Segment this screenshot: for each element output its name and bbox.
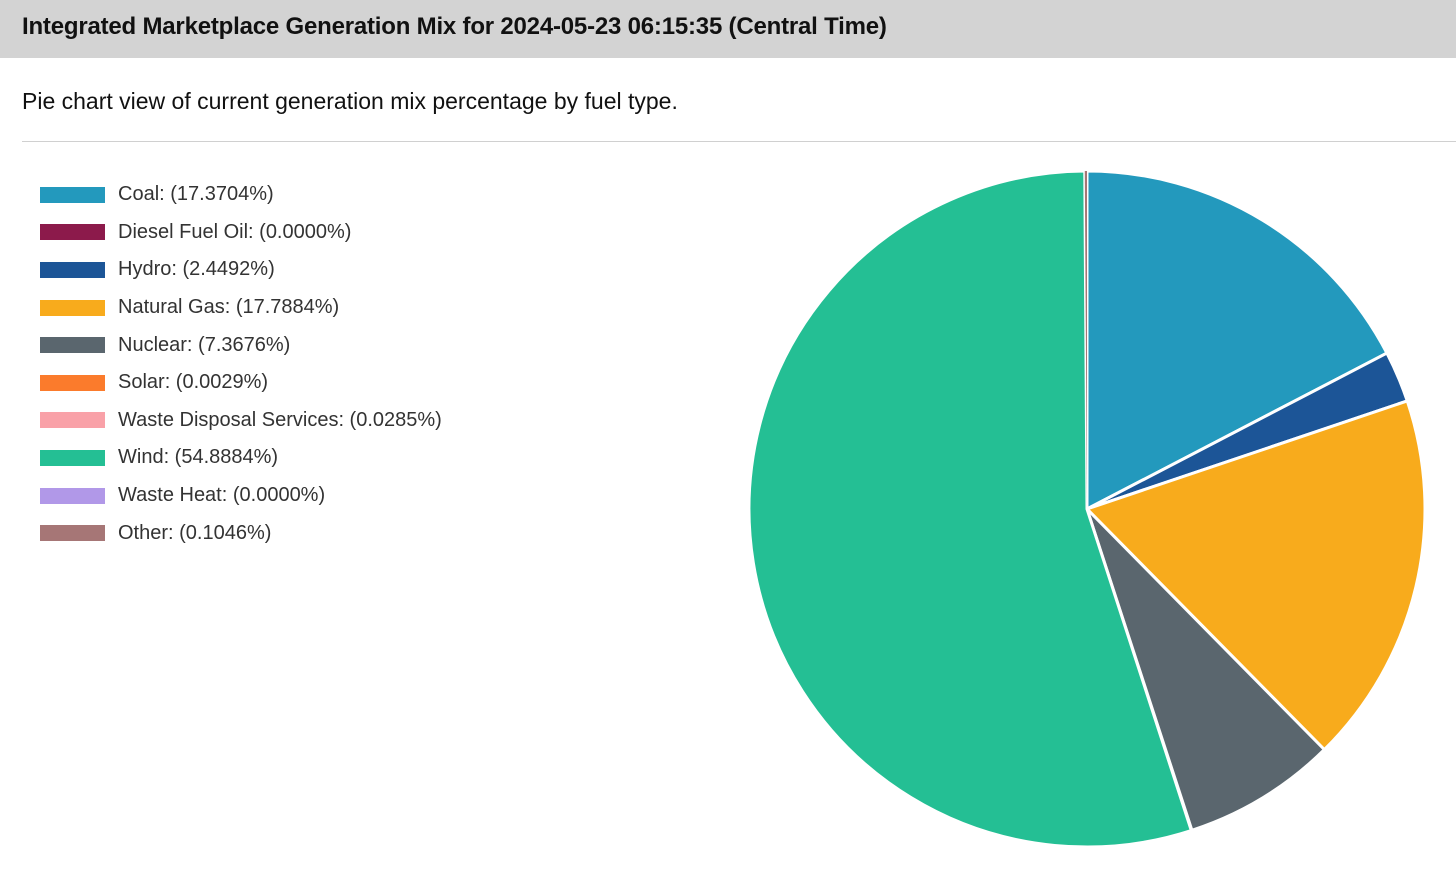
legend-swatch <box>40 299 105 316</box>
legend-label: Wind: (54.8884%) <box>118 446 279 469</box>
legend-label: Natural Gas: (17.7884%) <box>118 296 340 319</box>
divider <box>22 141 1456 142</box>
legend-item-waste-disposal-services[interactable]: Waste Disposal Services: (0.0285%) <box>40 402 442 440</box>
legend-label: Coal: (17.3704%) <box>118 183 274 206</box>
legend-item-other[interactable]: Other: (0.1046%) <box>40 514 442 552</box>
pie-slice-coal[interactable] <box>1085 169 1389 511</box>
legend-swatch <box>40 449 105 466</box>
legend-swatch <box>40 374 105 391</box>
legend-swatch <box>40 261 105 278</box>
legend-item-wind[interactable]: Wind: (54.8884%) <box>40 439 442 477</box>
legend-swatch <box>40 224 105 241</box>
legend-label: Nuclear: (7.3676%) <box>118 333 291 356</box>
legend-label: Other: (0.1046%) <box>118 521 272 544</box>
legend-swatch <box>40 337 105 354</box>
legend-item-diesel-fuel-oil[interactable]: Diesel Fuel Oil: (0.0000%) <box>40 214 442 252</box>
pie-chart <box>747 169 1427 849</box>
legend-label: Solar: (0.0029%) <box>118 371 269 394</box>
page-title: Integrated Marketplace Generation Mix fo… <box>22 13 887 40</box>
legend-item-hydro[interactable]: Hydro: (2.4492%) <box>40 251 442 289</box>
pie-slice-natural-gas[interactable] <box>1085 399 1427 752</box>
legend-swatch <box>40 186 105 203</box>
pie-slice-wind[interactable] <box>747 169 1193 849</box>
legend-swatch <box>40 412 105 429</box>
legend-label: Hydro: (2.4492%) <box>118 258 275 281</box>
chart-legend: Coal: (17.3704%) Diesel Fuel Oil: (0.0000… <box>40 176 442 552</box>
pie-slice-nuclear[interactable] <box>1085 507 1326 832</box>
legend-item-waste-heat[interactable]: Waste Heat: (0.0000%) <box>40 477 442 515</box>
legend-label: Waste Disposal Services: (0.0285%) <box>118 408 442 431</box>
legend-swatch <box>40 525 105 542</box>
legend-item-natural-gas[interactable]: Natural Gas: (17.7884%) <box>40 289 442 327</box>
legend-label: Diesel Fuel Oil: (0.0000%) <box>118 220 352 243</box>
legend-item-coal[interactable]: Coal: (17.3704%) <box>40 176 442 214</box>
header-bar: Integrated Marketplace Generation Mix fo… <box>0 0 1456 58</box>
legend-item-solar[interactable]: Solar: (0.0029%) <box>40 364 442 402</box>
legend-item-nuclear[interactable]: Nuclear: (7.3676%) <box>40 326 442 364</box>
legend-swatch <box>40 487 105 504</box>
chart-subtitle: Pie chart view of current generation mix… <box>22 88 678 114</box>
legend-label: Waste Heat: (0.0000%) <box>118 484 326 507</box>
